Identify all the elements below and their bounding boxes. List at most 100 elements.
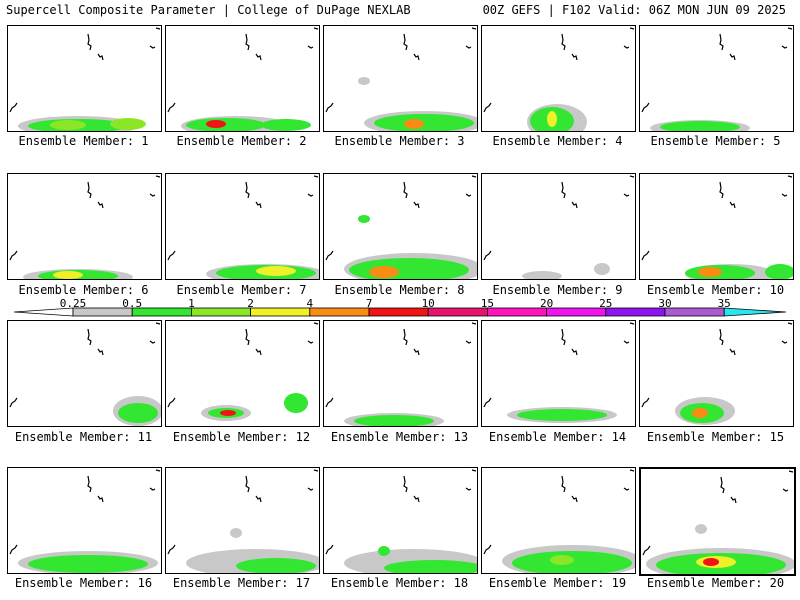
coastline <box>9 102 18 113</box>
ensemble-panel[interactable] <box>7 173 162 280</box>
panel-caption: Ensemble Member: 10 <box>646 283 785 297</box>
coastline <box>403 475 408 493</box>
ensemble-panel[interactable] <box>165 467 320 574</box>
coastline <box>97 201 104 209</box>
scp-contour <box>53 271 83 279</box>
scp-contour <box>550 555 574 565</box>
ensemble-panel[interactable] <box>323 25 478 132</box>
panel-caption: Ensemble Member: 9 <box>492 283 623 297</box>
coastline <box>313 27 319 30</box>
panel-caption: Ensemble Member: 13 <box>330 430 469 444</box>
coastline <box>787 27 793 30</box>
coastline <box>155 175 161 178</box>
coastline <box>97 53 104 61</box>
coastline <box>465 340 472 344</box>
map-field <box>167 469 319 573</box>
scp-contour <box>695 524 707 534</box>
ensemble-panel[interactable] <box>323 173 478 280</box>
coastline <box>471 175 477 178</box>
colorbar-bin <box>486 307 547 317</box>
coastline <box>87 328 92 346</box>
coastline <box>9 544 18 555</box>
map-field <box>641 175 793 279</box>
map-field <box>325 469 477 573</box>
scp-contour <box>517 409 607 421</box>
colorbar-bin <box>427 307 488 317</box>
ensemble-panel[interactable] <box>639 25 794 132</box>
coastline <box>97 348 104 356</box>
coastline <box>471 322 477 325</box>
ensemble-panel[interactable] <box>165 25 320 132</box>
colorbar-tick-label: 4 <box>306 297 314 310</box>
coastline <box>325 544 334 555</box>
coastline <box>307 45 314 49</box>
scp-contour <box>522 271 562 279</box>
scp-contour <box>186 118 266 131</box>
scp-contour <box>28 555 148 573</box>
ensemble-panel[interactable] <box>481 25 636 132</box>
coastline <box>413 495 420 503</box>
scp-contour <box>369 266 399 278</box>
coastline <box>307 193 314 197</box>
ensemble-panel[interactable] <box>639 173 794 280</box>
ensemble-panel[interactable] <box>481 173 636 280</box>
colorbar-tick-label: 20 <box>539 297 554 310</box>
scp-contour <box>261 119 311 131</box>
colorbar-tick-label: 35 <box>717 297 731 310</box>
scp-contour <box>354 415 434 426</box>
panel-caption: Ensemble Member: 15 <box>646 430 785 444</box>
map-field <box>325 175 477 279</box>
ensemble-panel[interactable] <box>323 320 478 427</box>
coastline <box>787 175 793 178</box>
coastline <box>149 45 156 49</box>
ensemble-panel[interactable] <box>7 320 162 427</box>
coastline <box>642 545 651 556</box>
valid-time: 00Z GEFS | F102 Valid: 06Z MON JUN 09 20… <box>482 3 786 17</box>
ensemble-panel[interactable] <box>639 467 796 576</box>
colorbar-bin <box>605 307 666 317</box>
ensemble-panel[interactable] <box>323 467 478 574</box>
coastline <box>729 53 736 61</box>
coastline <box>561 181 566 199</box>
ensemble-panel[interactable] <box>7 25 162 132</box>
coastline <box>255 348 262 356</box>
coastline <box>149 193 156 197</box>
coastline <box>87 33 92 51</box>
ensemble-panel[interactable] <box>481 320 636 427</box>
coastline <box>167 250 176 261</box>
colorbar-tick-label: 0.25 <box>59 297 87 310</box>
scp-contour <box>384 560 477 573</box>
scp-contour <box>692 408 708 418</box>
panel-caption: Ensemble Member: 7 <box>176 283 307 297</box>
ensemble-panel[interactable] <box>481 467 636 574</box>
colorbar <box>13 307 787 317</box>
coastline <box>403 181 408 199</box>
scp-contour <box>547 111 557 127</box>
ensemble-panel[interactable] <box>165 320 320 427</box>
scp-contour <box>703 558 719 566</box>
coastline <box>313 469 319 472</box>
coastline <box>571 201 578 209</box>
map-field <box>483 175 635 279</box>
colorbar-bin <box>190 307 251 317</box>
coastline <box>245 33 250 51</box>
ensemble-panel[interactable] <box>639 320 794 427</box>
colorbar-tick-label: 2 <box>247 297 254 310</box>
ensemble-panel[interactable] <box>165 173 320 280</box>
colorbar-tick-label: 1 <box>188 297 195 310</box>
colorbar-bin <box>250 307 311 317</box>
colorbar-bin <box>664 307 725 317</box>
scp-contour <box>230 528 242 538</box>
map-field <box>325 27 477 131</box>
coastline <box>403 328 408 346</box>
coastline <box>87 475 92 493</box>
scp-contour <box>50 120 86 130</box>
coastline <box>641 250 650 261</box>
coastline <box>623 193 630 197</box>
coastline <box>623 340 630 344</box>
map-field <box>483 27 635 131</box>
ensemble-panel[interactable] <box>7 467 162 574</box>
coastline <box>149 487 156 491</box>
coastline <box>719 33 724 51</box>
scp-contour <box>660 121 740 131</box>
